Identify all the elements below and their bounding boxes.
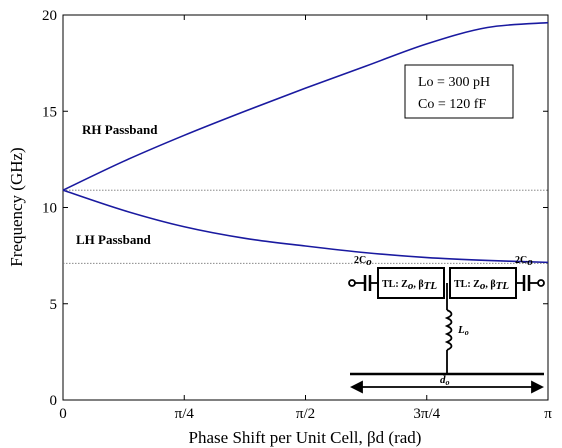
tl-box-right [449,267,517,299]
tl-left-label: TL: Zo, βTL [382,279,437,292]
length-label: do [440,374,450,387]
length-arrow-left-head [349,380,363,394]
y-tick-label: 10 [42,201,57,217]
x-tick-label: π/4 [175,406,195,422]
y-tick-label: 15 [42,104,57,120]
rh-passband-label: RH Passband [82,122,158,137]
tl-box-left [377,267,445,299]
series-cap-right-label: 2Co [515,255,533,268]
y-tick-label: 5 [50,297,58,313]
y-tick-label: 0 [50,393,58,409]
x-tick-label: 0 [59,406,67,422]
legend-box [404,64,514,119]
right-port-terminal [537,279,545,287]
y-axis-label: Frequency (GHz) [7,147,26,266]
shunt-inductor-coil [444,309,453,351]
unit-cell-circuit [348,267,545,394]
x-tick-label: π/2 [296,406,315,422]
series-cap-left-label: 2Co [354,255,372,268]
x-axis-label: Phase Shift per Unit Cell, βd (rad) [189,428,422,447]
legend-lo: Lo = 300 pH [418,75,490,90]
length-arrow-right-head [531,380,545,394]
parameter-legend: Lo = 300 pH Co = 120 fF [404,64,514,119]
tl-right-label: TL: Zo, βTL [454,279,509,292]
series-line-rh-passband [62,21,549,191]
legend-co: Co = 120 fF [418,97,486,112]
left-port-terminal [348,279,356,287]
x-tick-label: π [544,406,552,422]
inductor-label: Lo [457,324,469,337]
data-series [62,21,549,264]
series-line-lh-passband [62,189,549,264]
lh-passband-label: LH Passband [76,232,152,247]
axis-ticks: 0 π/4 π/2 3π/4 π 0 5 10 15 20 [42,8,552,422]
y-tick-label: 20 [42,8,57,24]
x-tick-label: 3π/4 [413,406,440,422]
